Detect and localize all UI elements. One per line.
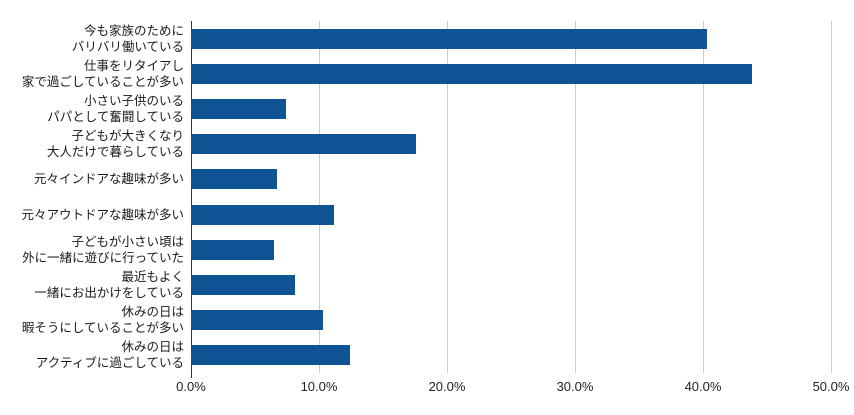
plot-area (191, 21, 832, 378)
bar[interactable] (191, 98, 286, 119)
bar[interactable] (191, 274, 295, 295)
category-label: 最近もよく 一緒にお出かけをしている (34, 269, 184, 300)
gridline (703, 21, 704, 373)
bar[interactable] (191, 134, 417, 155)
bar-row (191, 303, 831, 338)
bar-row (191, 91, 831, 126)
category-label: 子どもが小さい頃は 外に一緒に遊びに行っていた (22, 234, 184, 265)
category-label: 仕事をリタイアし 家で過ごしていることが多い (21, 58, 184, 89)
x-tick-label: 50.0% (812, 379, 850, 394)
category-label: 子どもが大きくなり 大人だけで暮らしている (46, 129, 184, 160)
category-label: 今も家族のために バリバリ働いている (71, 23, 184, 54)
category-label: 元々インドアな趣味が多い (33, 172, 184, 187)
x-tick-label: 40.0% (684, 379, 722, 394)
bar-row (191, 338, 831, 373)
bar[interactable] (191, 63, 752, 84)
bar-row (191, 162, 831, 197)
category-label: 元々アウトドアな趣味が多い (21, 207, 184, 222)
bar-row (191, 232, 831, 267)
y-axis-line (191, 21, 192, 378)
bar-series (191, 21, 831, 373)
category-label: 休みの日は アクティブに過ごしている (35, 340, 184, 371)
bar-row (191, 267, 831, 302)
bar[interactable] (191, 239, 275, 260)
bar-row (191, 127, 831, 162)
bar[interactable] (191, 345, 350, 366)
category-label: 休みの日は 暇そうにしていることが多い (21, 305, 184, 336)
bar[interactable] (191, 169, 277, 190)
x-tick-label: 30.0% (556, 379, 594, 394)
x-tick-label: 0.0% (176, 379, 206, 394)
category-labels: 今も家族のために バリバリ働いている仕事をリタイアし 家で過ごしていることが多い… (0, 21, 184, 373)
bar[interactable] (191, 310, 323, 331)
gridline (319, 21, 320, 373)
gridline (575, 21, 576, 373)
bar[interactable] (191, 204, 335, 225)
x-tick-label: 20.0% (428, 379, 466, 394)
gridline (447, 21, 448, 373)
category-label: 小さい子供のいる パパとして奮闘している (47, 93, 184, 124)
bar-row (191, 197, 831, 232)
x-tick-label: 10.0% (300, 379, 338, 394)
bar-row (191, 56, 831, 91)
gridline (831, 21, 832, 373)
bar-row (191, 21, 831, 56)
bar[interactable] (191, 28, 707, 49)
